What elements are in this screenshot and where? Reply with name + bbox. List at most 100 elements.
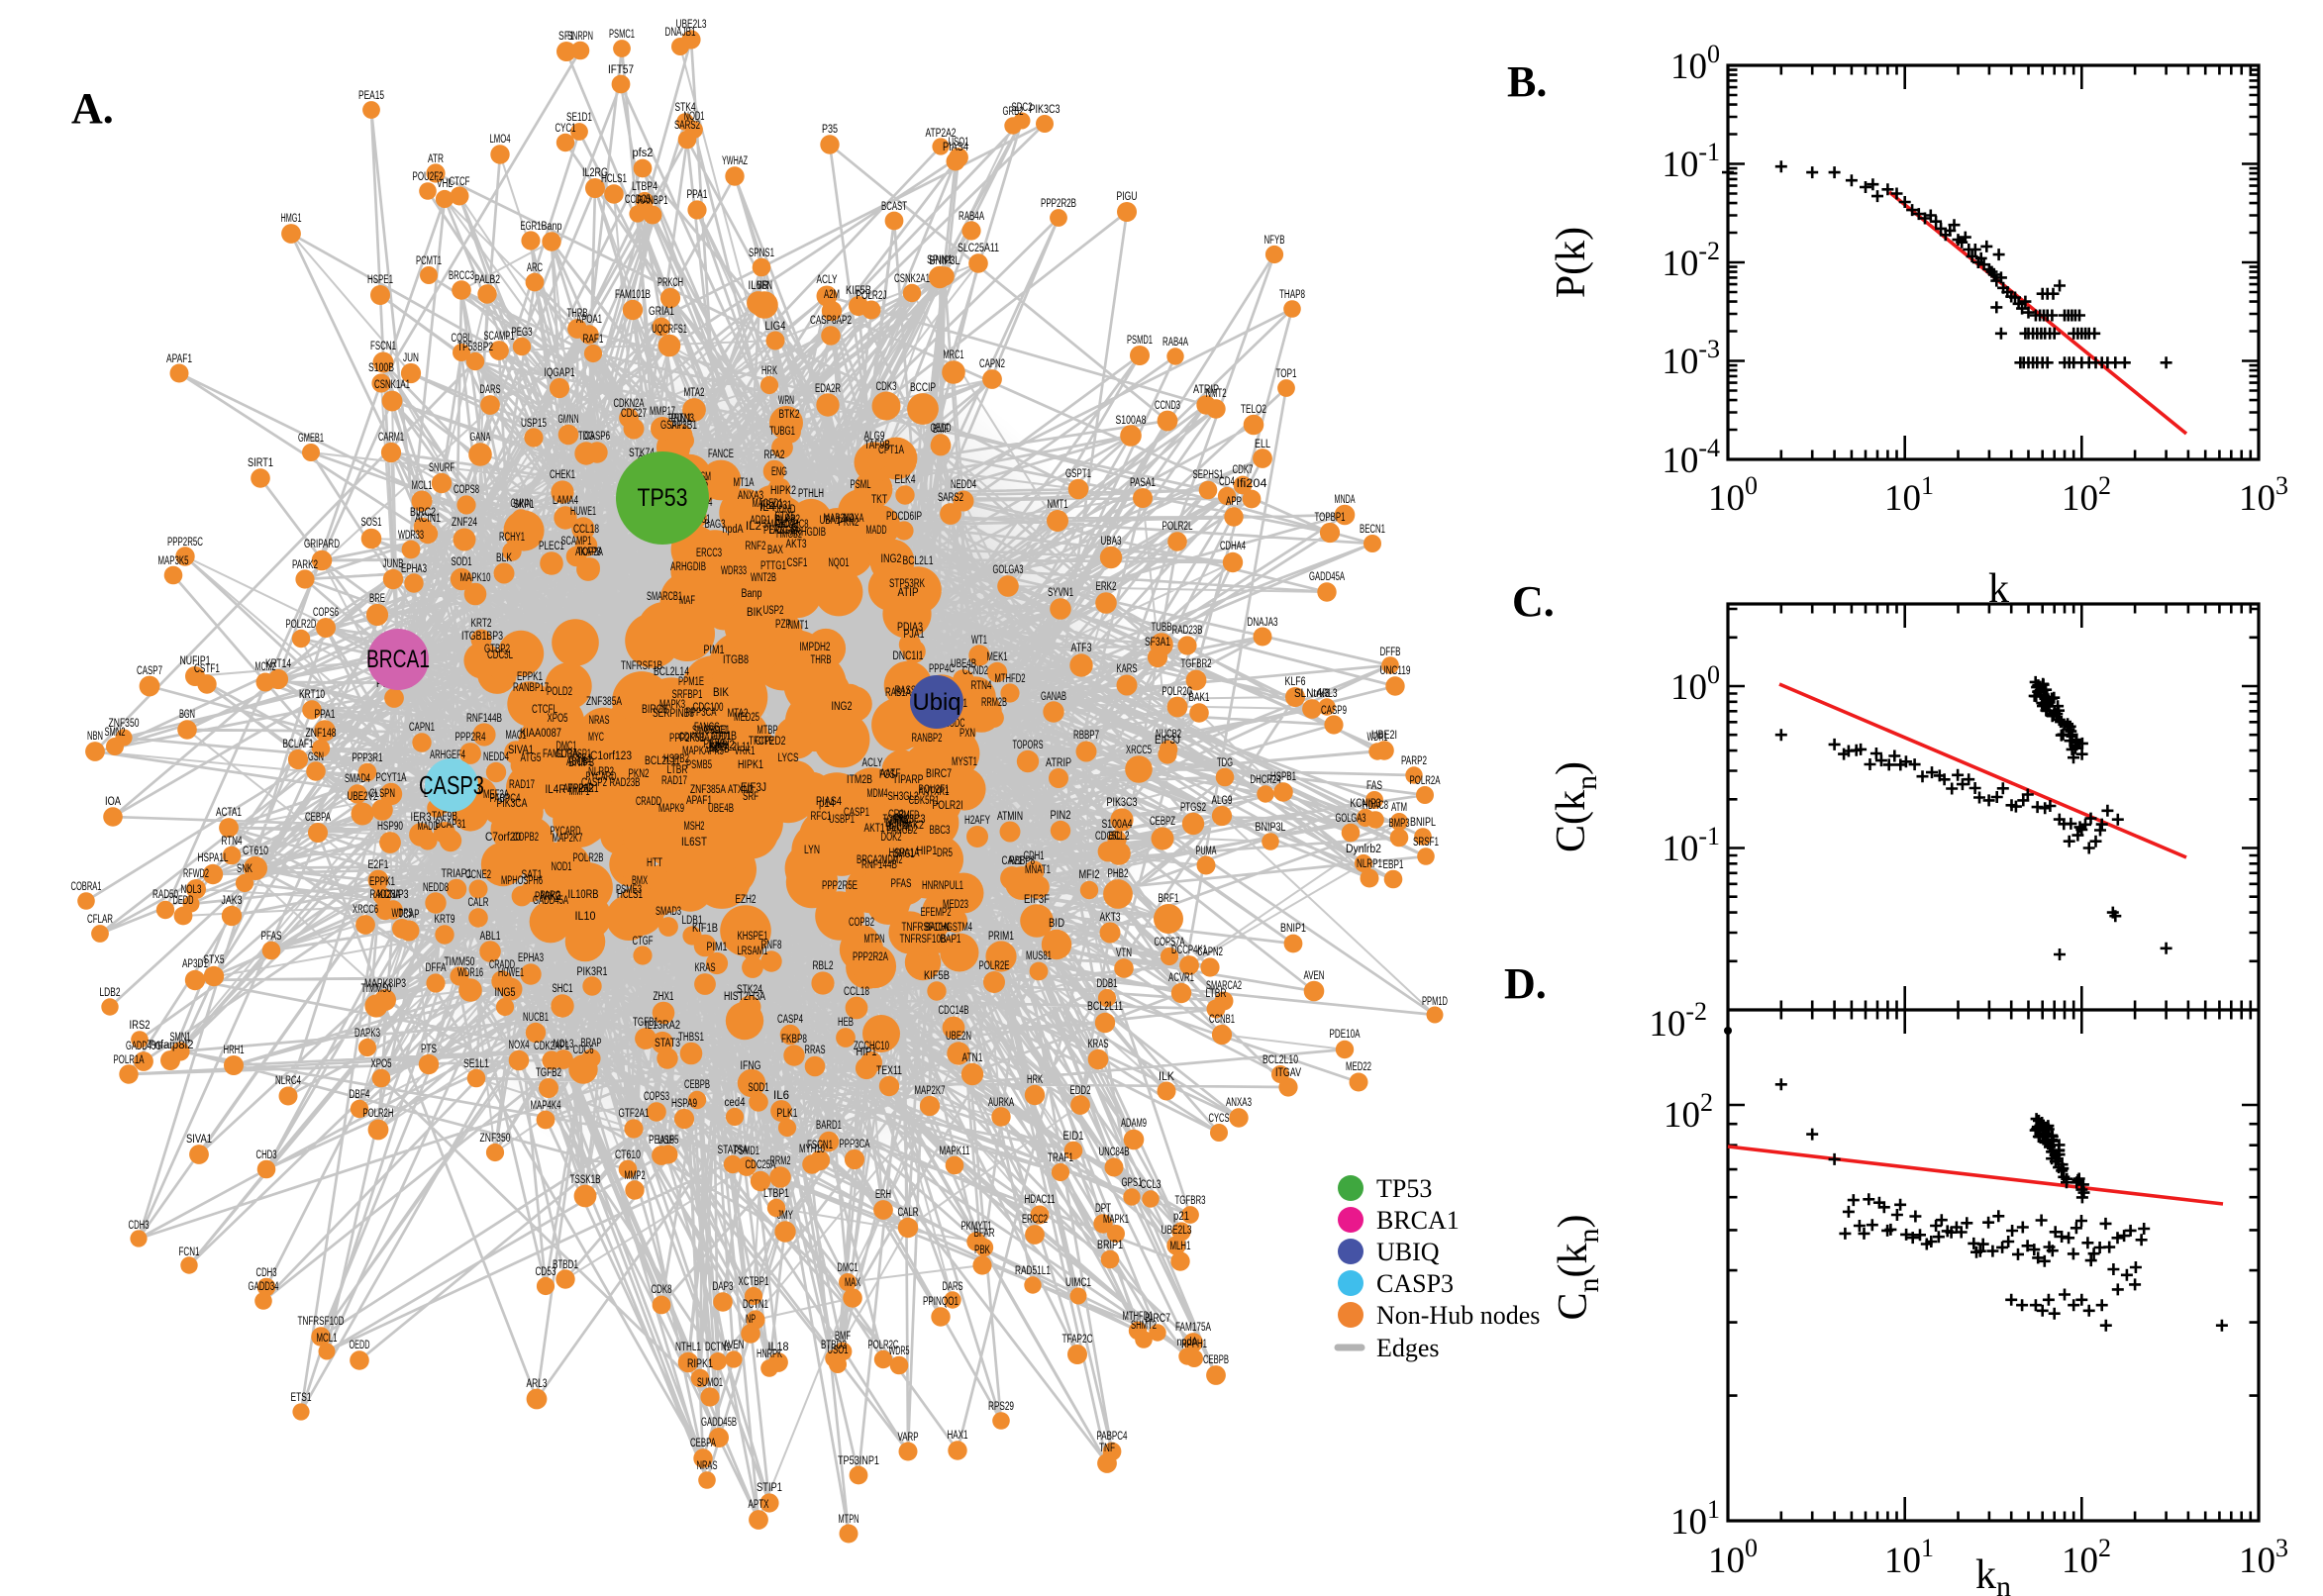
- svg-text:ERK2: ERK2: [1096, 581, 1117, 593]
- svg-text:CASP4: CASP4: [777, 1014, 803, 1026]
- svg-text:SMARCA2: SMARCA2: [762, 519, 798, 531]
- svg-text:SMN2: SMN2: [105, 727, 126, 739]
- svg-text:TIMM50: TIMM50: [361, 983, 392, 995]
- svg-text:SE1D1: SE1D1: [566, 112, 592, 124]
- svg-text:APAF1: APAF1: [686, 795, 712, 807]
- svg-text:ced4: ced4: [725, 1097, 747, 1109]
- svg-text:BMF: BMF: [835, 1331, 851, 1343]
- svg-text:MTA2: MTA2: [684, 387, 705, 399]
- svg-text:CCND2: CCND2: [962, 665, 988, 677]
- svg-text:CYC1: CYC1: [556, 123, 576, 135]
- svg-text:CHD3: CHD3: [256, 1149, 277, 1161]
- svg-text:PALB2: PALB2: [474, 274, 500, 286]
- svg-text:CASP3: CASP3: [419, 770, 484, 800]
- svg-text:FOS: FOS: [879, 769, 895, 781]
- svg-text:MDM2: MDM2: [882, 854, 903, 866]
- svg-text:NUCB1: NUCB1: [523, 1012, 549, 1024]
- svg-text:PCYT1A: PCYT1A: [376, 772, 407, 784]
- svg-text:SCAMP1: SCAMP1: [561, 536, 592, 548]
- svg-text:npdA: npdA: [723, 524, 744, 536]
- svg-text:CDK2AP1: CDK2AP1: [534, 1041, 569, 1052]
- svg-text:ERCC3: ERCC3: [696, 548, 722, 559]
- svg-text:MAPK9: MAPK9: [658, 803, 684, 815]
- svg-text:LYN: LYN: [804, 845, 820, 856]
- svg-text:RBBP7: RBBP7: [1073, 730, 1099, 742]
- svg-text:NTHL1: NTHL1: [675, 1342, 701, 1353]
- svg-text:IL6ST: IL6ST: [681, 837, 707, 848]
- svg-text:COPB2: COPB2: [849, 917, 874, 929]
- svg-text:PPP2R5B: PPP2R5B: [669, 733, 705, 745]
- svg-text:LMO4: LMO4: [490, 134, 511, 146]
- svg-text:SHC1: SHC1: [553, 983, 573, 995]
- svg-text:DAP3: DAP3: [713, 1281, 734, 1293]
- svg-text:RAB1A: RAB1A: [885, 687, 911, 699]
- svg-text:FSCN1: FSCN1: [370, 341, 396, 352]
- svg-text:RAD51L1: RAD51L1: [1015, 1265, 1051, 1277]
- svg-text:HMG1: HMG1: [281, 213, 302, 225]
- svg-text:PJA1: PJA1: [904, 629, 925, 641]
- svg-text:CDC14B: CDC14B: [939, 1005, 969, 1017]
- svg-text:HAX1: HAX1: [948, 1430, 968, 1442]
- svg-text:BAK1: BAK1: [1189, 692, 1210, 704]
- svg-text:UQCRFS1: UQCRFS1: [652, 324, 687, 336]
- svg-text:CASP9: CASP9: [1321, 705, 1347, 717]
- svg-text:EDD2: EDD2: [1070, 1085, 1091, 1097]
- svg-text:RPA2: RPA2: [764, 449, 785, 461]
- svg-text:E2F1: E2F1: [368, 859, 389, 871]
- svg-text:MED22: MED22: [1346, 1061, 1371, 1073]
- svg-text:PPP2R2A: PPP2R2A: [853, 951, 888, 963]
- svg-text:LDB1: LDB1: [682, 915, 703, 927]
- svg-text:MSN: MSN: [757, 280, 772, 292]
- svg-text:Tnfaip8l2: Tnfaip8l2: [148, 1040, 194, 1051]
- svg-text:101: 101: [1884, 471, 1934, 519]
- svg-text:CDC27: CDC27: [621, 408, 647, 420]
- svg-text:GSPT1: GSPT1: [1065, 468, 1091, 480]
- svg-text:ZCCHC8: ZCCHC8: [778, 519, 809, 531]
- svg-text:PPP2R2B: PPP2R2B: [1041, 198, 1076, 210]
- svg-text:EDA2R: EDA2R: [815, 383, 841, 395]
- svg-text:Dynlrb2: Dynlrb2: [1346, 844, 1381, 855]
- svg-text:IFT57: IFT57: [608, 64, 634, 76]
- svg-text:IRS2: IRS2: [130, 1020, 151, 1032]
- svg-text:GORASP1: GORASP1: [556, 748, 591, 760]
- svg-text:COBL: COBL: [452, 333, 472, 345]
- svg-text:PTHLH: PTHLH: [798, 488, 824, 500]
- svg-text:RRM2: RRM2: [770, 1155, 791, 1167]
- svg-text:MDM4: MDM4: [867, 788, 888, 800]
- svg-text:HSPA1L: HSPA1L: [198, 852, 229, 864]
- svg-text:RRM2B: RRM2B: [981, 697, 1007, 709]
- svg-text:RNF8: RNF8: [761, 940, 782, 951]
- svg-text:SOS1: SOS1: [361, 517, 382, 529]
- svg-text:GANAB: GANAB: [1041, 691, 1066, 703]
- svg-text:ERH: ERH: [875, 1189, 891, 1201]
- svg-text:CDK5R1: CDK5R1: [909, 795, 940, 807]
- svg-text:PABPC4: PABPC4: [490, 793, 521, 805]
- svg-text:ZNF385A: ZNF385A: [586, 696, 622, 708]
- svg-text:RRAS: RRAS: [805, 1045, 826, 1056]
- svg-text:IL6: IL6: [773, 1090, 789, 1102]
- svg-text:HIP1: HIP1: [917, 846, 938, 857]
- svg-text:SPIN1: SPIN1: [927, 254, 953, 266]
- svg-text:CDC100: CDC100: [693, 702, 724, 714]
- svg-text:EPHA3: EPHA3: [518, 952, 544, 964]
- svg-text:C7orf20: C7orf20: [485, 832, 521, 844]
- svg-text:MSH2: MSH2: [684, 821, 705, 833]
- svg-text:PIK3C3: PIK3C3: [895, 814, 926, 826]
- svg-text:NQO1: NQO1: [829, 557, 850, 569]
- svg-text:MT1A: MT1A: [734, 477, 755, 489]
- svg-text:SHMT2: SHMT2: [1131, 1320, 1157, 1332]
- svg-text:KCNIP3: KCNIP3: [1351, 798, 1381, 810]
- svg-text:MPHOSPH6: MPHOSPH6: [501, 875, 543, 887]
- svg-text:CASP3: CASP3: [1376, 1269, 1454, 1298]
- svg-text:EGR1: EGR1: [521, 221, 542, 233]
- svg-text:COPS7A: COPS7A: [1155, 937, 1185, 948]
- svg-text:GADD45A: GADD45A: [533, 895, 568, 907]
- svg-text:TGFBR3: TGFBR3: [1175, 1195, 1206, 1207]
- svg-text:STK4: STK4: [675, 102, 696, 114]
- svg-text:CDK7: CDK7: [1233, 464, 1254, 476]
- svg-text:CTCF: CTCF: [450, 176, 470, 188]
- svg-text:SRF: SRF: [743, 791, 758, 803]
- svg-text:EFEMP2: EFEMP2: [921, 907, 952, 919]
- svg-text:RTN4: RTN4: [971, 680, 992, 692]
- svg-text:BRF1: BRF1: [1159, 893, 1179, 905]
